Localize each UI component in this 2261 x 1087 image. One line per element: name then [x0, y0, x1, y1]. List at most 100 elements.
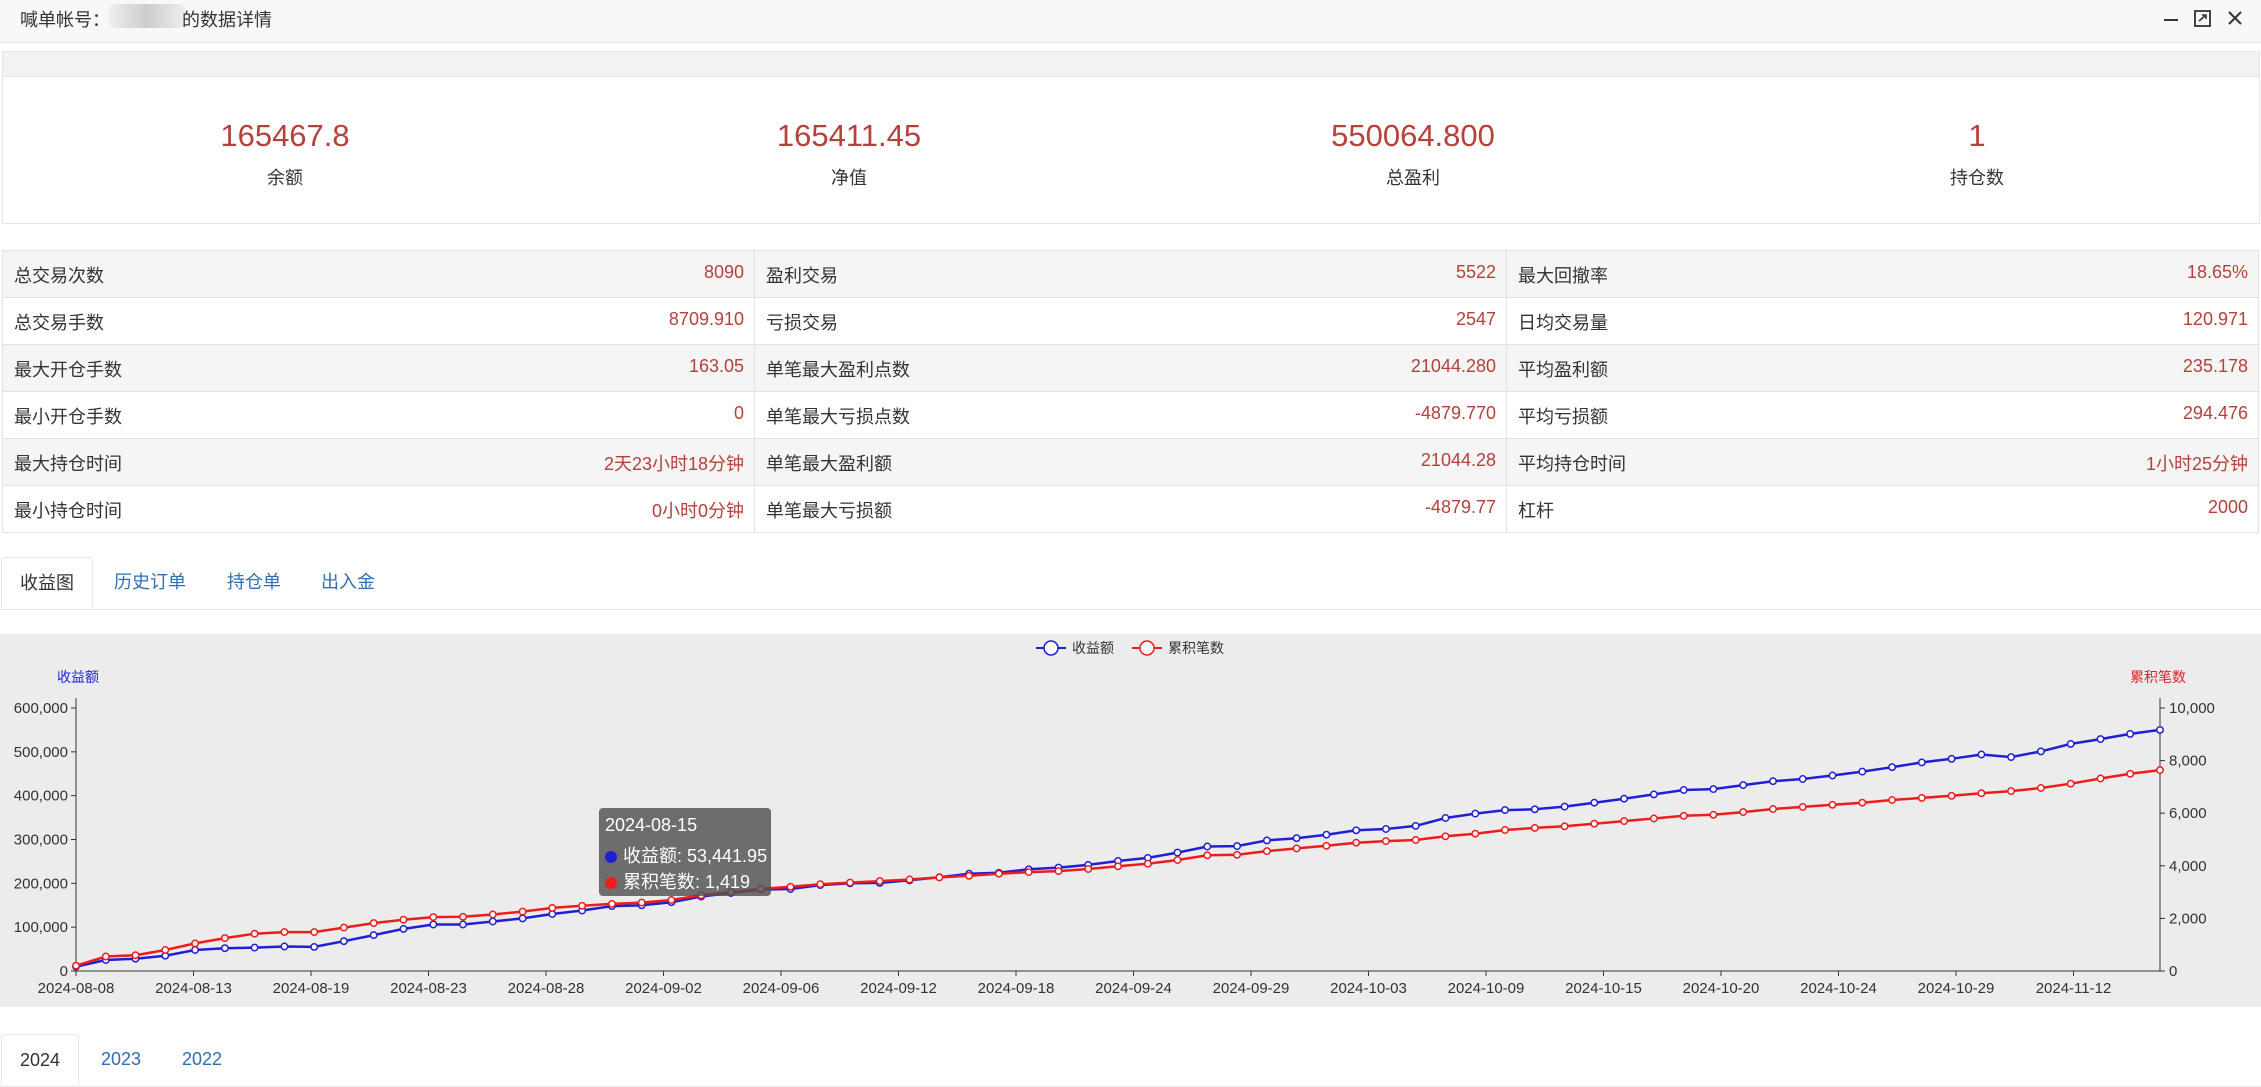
data-point [250, 943, 259, 952]
details-cell: 亏损交易 2547 [755, 298, 1507, 345]
data-point [1471, 809, 1480, 818]
data-point [607, 899, 616, 908]
blurred-account-id [108, 4, 186, 28]
details-value: 294.476 [2182, 403, 2248, 423]
details-key: 单笔最大盈利点数 [766, 360, 910, 380]
details-value: 120.971 [2182, 309, 2248, 329]
details-value: 0小时0分钟 [651, 501, 744, 521]
data-point [1233, 850, 1242, 859]
data-point [1739, 808, 1748, 817]
data-point [250, 929, 259, 938]
tab-order-history[interactable]: 历史订单 [114, 572, 186, 592]
x-tick-label: 2024-11-12 [2036, 980, 2112, 997]
details-value: 0 [733, 403, 744, 423]
data-point [429, 913, 438, 922]
stat-value: 165411.45 [776, 118, 922, 153]
x-tick-label: 2024-08-28 [508, 980, 585, 997]
data-point [280, 942, 289, 951]
details-cell: 盈利交易 5522 [755, 251, 1507, 298]
data-point [1381, 837, 1390, 846]
data-point [1947, 791, 1956, 800]
summary-header [3, 52, 2259, 77]
details-key: 日均交易量 [1518, 313, 1608, 333]
year-tab-2022[interactable]: 2022 [181, 1049, 223, 1069]
year-tab-2023[interactable]: 2023 [100, 1049, 142, 1069]
data-point [846, 878, 855, 887]
legend-marker-icon [1139, 640, 1155, 656]
details-value: 5522 [1455, 262, 1496, 282]
tooltip-count-text: 累积笔数: 1,419 [623, 872, 751, 892]
y-axis-left-title: 收益额 [57, 669, 99, 685]
details-cell: 最小开仓手数 0 [3, 392, 755, 439]
x-tick-label: 2024-09-18 [978, 980, 1055, 997]
y-axis-right-title: 累积笔数 [2130, 669, 2186, 685]
data-point [488, 910, 497, 919]
data-point [1501, 806, 1509, 815]
data-point [310, 928, 319, 937]
close-icon[interactable] [2223, 6, 2247, 30]
tab-open-positions[interactable]: 持仓单 [227, 572, 281, 592]
data-point [369, 919, 378, 928]
data-point [1560, 802, 1569, 811]
data-point [1858, 767, 1867, 776]
x-tick-label: 2024-09-29 [1213, 980, 1290, 997]
data-point [1143, 859, 1152, 868]
details-cell: 总交易次数 8090 [3, 251, 755, 298]
data-point [1441, 832, 1450, 841]
x-tick-label: 2024-10-03 [1330, 980, 1407, 997]
details-key: 最大持仓时间 [14, 454, 122, 474]
tab-profit-chart[interactable]: 收益图 [1, 557, 93, 609]
y-right-tick-label: 6,000 [2169, 805, 2207, 822]
details-value: 8709.910 [668, 309, 744, 329]
data-point [1352, 826, 1361, 835]
x-tick-label: 2024-09-12 [860, 980, 937, 997]
data-point [2007, 753, 2016, 762]
minimize-icon[interactable] [2159, 6, 2183, 30]
x-tick-label: 2024-08-08 [38, 980, 115, 997]
data-point [488, 917, 497, 926]
details-key: 最大开仓手数 [14, 360, 122, 380]
x-tick-label: 2024-10-20 [1683, 980, 1760, 997]
y-right-tick-label: 8,000 [2169, 753, 2207, 770]
data-point [1292, 834, 1301, 843]
tooltip-row-count: 累积笔数: 1,419 [605, 868, 750, 894]
data-point [339, 937, 348, 946]
details-cell: 单笔最大盈利额 21044.28 [755, 439, 1507, 486]
details-cell: 平均盈利额 235.178 [1507, 345, 2259, 392]
details-value: 1小时25分钟 [2145, 454, 2248, 474]
tooltip-profit-text: 收益额: 53,441.95 [623, 846, 768, 866]
data-point [1917, 793, 1926, 802]
data-point [1798, 775, 1807, 783]
details-value: 21044.28 [1420, 450, 1496, 470]
details-cell: 平均持仓时间 1小时25分钟 [1507, 439, 2259, 486]
data-point [935, 873, 944, 882]
data-point [905, 875, 914, 884]
tab-deposits-withdrawals[interactable]: 出入金 [321, 572, 375, 592]
details-key: 盈利交易 [766, 266, 838, 286]
details-table: 总交易次数 8090 盈利交易 5522 最大回撤率 18.65% 总交易手数 8709.91… [2, 250, 2259, 533]
data-point [518, 914, 527, 923]
details-value: 2天23小时18分钟 [603, 454, 744, 474]
y-right-tick-label: 10,000 [2169, 700, 2215, 717]
data-point [2096, 735, 2105, 744]
data-point [1620, 794, 1629, 803]
details-key: 总交易手数 [14, 313, 104, 333]
data-point [816, 880, 825, 889]
data-point [1262, 847, 1271, 856]
stat-label: 余额 [267, 168, 303, 188]
data-point [548, 903, 557, 912]
data-point [1858, 798, 1867, 807]
data-point [637, 898, 646, 907]
x-tick-label: 2024-10-29 [1918, 980, 1995, 997]
year-tab-2024[interactable]: 2024 [1, 1034, 79, 1086]
details-key: 单笔最大亏损点数 [766, 407, 910, 427]
details-cell: 最小持仓时间 0小时0分钟 [3, 486, 755, 533]
maximize-icon[interactable] [2191, 6, 2215, 30]
data-point [220, 934, 229, 943]
x-tick-label: 2024-10-15 [1565, 980, 1642, 997]
data-point [1471, 829, 1480, 838]
details-value: 163.05 [688, 356, 744, 376]
data-point [459, 912, 467, 921]
data-point [2126, 769, 2135, 778]
y-left-tick-label: 500,000 [14, 744, 68, 761]
